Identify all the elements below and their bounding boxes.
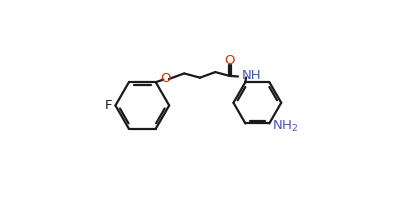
Text: O: O [224,54,235,67]
Text: O: O [160,72,170,85]
Text: NH: NH [241,69,261,82]
Text: NH$_2$: NH$_2$ [271,119,297,134]
Text: F: F [104,99,112,112]
